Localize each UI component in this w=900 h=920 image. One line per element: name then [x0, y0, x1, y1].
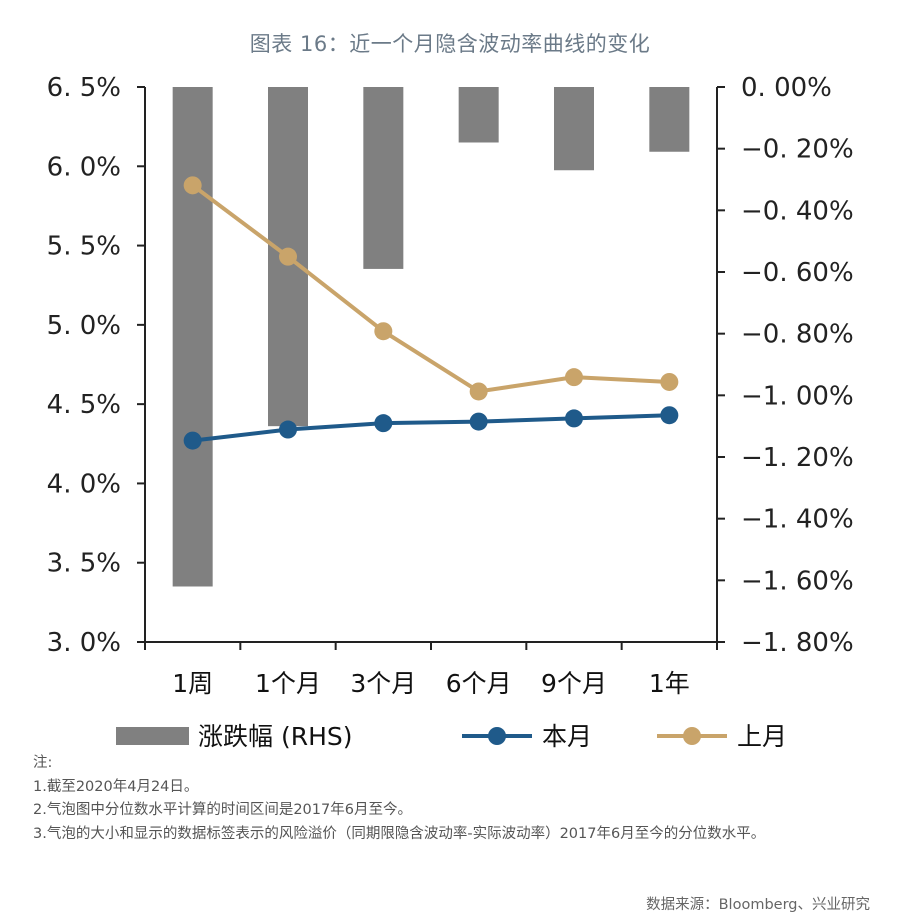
left-tick-label: 4. 5% — [47, 390, 121, 420]
left-tick-label: 3. 5% — [47, 549, 121, 579]
last-month-point-2 — [279, 247, 297, 266]
bar-5 — [554, 87, 594, 171]
last-month-point-5 — [565, 368, 583, 387]
legend-swatch-bar — [116, 727, 189, 745]
note-line-3: 3.气泡的大小和显示的数据标签表示的风险溢价（同期限隐含波动率-实际波动率）20… — [33, 825, 766, 842]
right-tick-label: −0. 60% — [741, 258, 854, 288]
notes-heading: 注: — [33, 755, 53, 771]
bar-4 — [458, 87, 499, 143]
bar-series-change — [172, 87, 690, 587]
bar-1 — [172, 87, 213, 587]
left-tick-label: 3. 0% — [47, 628, 121, 658]
right-tick-label: −0. 20% — [741, 135, 854, 165]
bar-6 — [649, 87, 690, 152]
this-month-point-3 — [374, 414, 393, 433]
right-tick-label: −1. 20% — [741, 443, 854, 473]
left-tick-label: 5. 5% — [47, 232, 121, 262]
right-tick-label: −0. 80% — [741, 320, 854, 350]
left-axis-ticks: 6. 5% 6. 0% 5. 5% 5. 0% 4. 5% 4. 0% 3. 5% 3. 0% — [47, 73, 145, 658]
left-tick-label: 6. 5% — [47, 73, 121, 103]
this-month-point-4 — [469, 412, 488, 431]
category-label: 6个月 — [446, 669, 512, 698]
chart-title: 图表 16：近一个月隐含波动率曲线的变化 — [249, 32, 651, 56]
last-month-point-3 — [374, 322, 393, 341]
last-month-point-6 — [660, 372, 679, 391]
left-tick-label: 6. 0% — [47, 152, 121, 182]
category-label: 1个月 — [255, 669, 321, 698]
data-source: 数据来源：Bloomberg、兴业研究 — [646, 897, 870, 913]
line-this-month — [192, 413, 670, 443]
left-tick-label: 4. 0% — [47, 469, 121, 499]
bar-3 — [363, 87, 404, 269]
right-tick-label: −0. 40% — [741, 196, 854, 226]
right-axis-ticks: 0. 00% −0. 20% −0. 40% −0. 60% −0. 80% −1. 00… — [717, 73, 854, 658]
right-tick-label: −1. 00% — [741, 381, 854, 411]
legend-label-this-month: 本月 — [542, 722, 592, 751]
chart-canvas: 6. 5% 6. 0% 5. 5% 5. 0% 4. 5% 4. 0% 3. 5% 3. 0%… — [47, 73, 854, 751]
legend-marker-this-month — [488, 727, 506, 745]
note-line-2: 2.气泡图中分位数水平计算的时间区间是2017年6月至今。 — [33, 802, 412, 818]
legend-label-bar: 涨跌幅 (RHS) — [198, 722, 353, 751]
line-last-month — [191, 183, 670, 394]
right-tick-label: −1. 40% — [741, 505, 854, 535]
line-series — [183, 176, 679, 450]
last-month-point-4 — [469, 382, 488, 401]
category-labels: 1周 1个月 3个月 6个月 9个月 1年 — [144, 642, 718, 698]
category-label: 1周 — [172, 669, 213, 698]
right-tick-label: 0. 00% — [741, 73, 832, 103]
notes: 注: 1.截至2020年4月24日。 2.气泡图中分位数水平计算的时间区间是20… — [33, 752, 873, 846]
legend-marker-last-month — [683, 727, 701, 745]
this-month-point-5 — [565, 409, 583, 428]
this-month-point-2 — [279, 420, 297, 439]
legend: 涨跌幅 (RHS) 本月 上月 — [116, 722, 787, 751]
last-month-point-1 — [183, 176, 202, 195]
category-label: 3个月 — [350, 669, 416, 698]
note-line-1: 1.截至2020年4月24日。 — [33, 778, 199, 795]
this-month-point-6 — [660, 406, 679, 425]
legend-label-last-month: 上月 — [737, 722, 787, 751]
category-label: 1年 — [649, 669, 690, 698]
left-tick-label: 5. 0% — [47, 311, 121, 341]
category-label: 9个月 — [541, 669, 607, 698]
axes — [137, 87, 723, 646]
this-month-point-1 — [183, 431, 202, 450]
right-tick-label: −1. 80% — [741, 628, 854, 658]
right-tick-label: −1. 60% — [741, 566, 854, 596]
